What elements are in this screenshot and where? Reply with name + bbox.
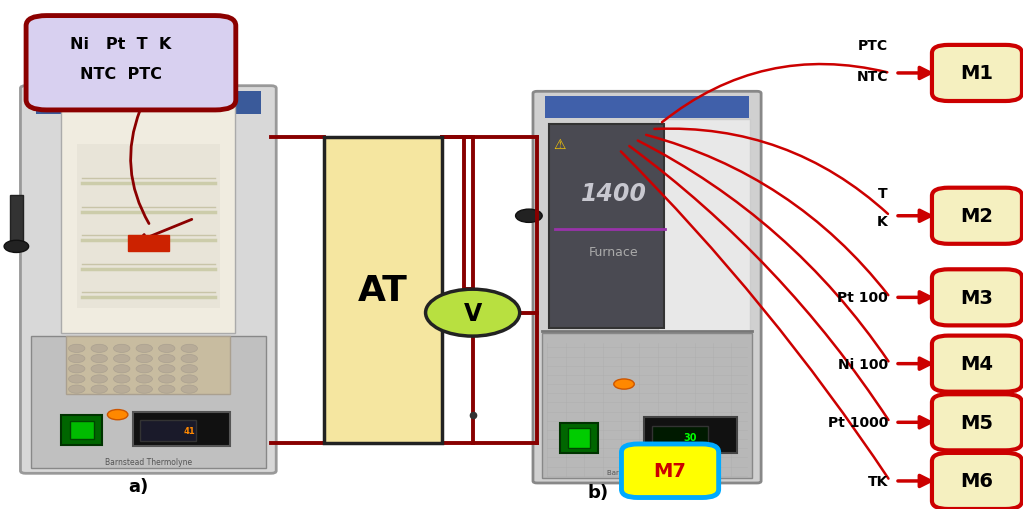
Circle shape <box>136 355 152 363</box>
Circle shape <box>69 385 85 393</box>
Bar <box>61 99 235 333</box>
FancyBboxPatch shape <box>932 188 1022 244</box>
Text: M2: M2 <box>961 207 993 226</box>
Circle shape <box>91 385 107 393</box>
Text: Ni   Pt  T  K: Ni Pt T K <box>71 37 171 52</box>
FancyBboxPatch shape <box>27 16 235 111</box>
Bar <box>542 333 752 478</box>
Bar <box>70 421 94 439</box>
FancyBboxPatch shape <box>932 270 1022 326</box>
Circle shape <box>159 345 175 353</box>
Circle shape <box>181 385 197 393</box>
Bar <box>549 125 664 328</box>
Bar <box>658 120 751 471</box>
Circle shape <box>159 355 175 363</box>
Circle shape <box>107 410 128 420</box>
Circle shape <box>114 355 130 363</box>
Circle shape <box>136 365 152 373</box>
FancyBboxPatch shape <box>20 87 276 473</box>
Bar <box>545 97 749 119</box>
Text: a): a) <box>128 477 148 495</box>
Bar <box>61 415 102 445</box>
Bar <box>140 420 196 441</box>
Circle shape <box>69 375 85 383</box>
Text: b): b) <box>588 484 609 501</box>
Text: Pt 1000: Pt 1000 <box>828 415 888 430</box>
Text: M5: M5 <box>961 413 993 432</box>
Circle shape <box>114 385 130 393</box>
Bar <box>644 417 737 453</box>
Circle shape <box>159 375 175 383</box>
FancyBboxPatch shape <box>622 444 718 498</box>
FancyBboxPatch shape <box>932 336 1022 392</box>
Text: V: V <box>463 301 482 325</box>
Circle shape <box>614 379 634 389</box>
Circle shape <box>69 365 85 373</box>
Text: NTC  PTC: NTC PTC <box>80 67 162 82</box>
Circle shape <box>136 375 152 383</box>
Text: PTC: PTC <box>858 39 888 53</box>
Circle shape <box>159 385 175 393</box>
Circle shape <box>4 241 29 253</box>
Text: AT: AT <box>358 273 408 307</box>
Circle shape <box>114 375 130 383</box>
Text: M7: M7 <box>654 461 686 480</box>
FancyBboxPatch shape <box>932 453 1022 509</box>
Circle shape <box>91 355 107 363</box>
Circle shape <box>516 210 542 223</box>
Text: T: T <box>879 186 888 201</box>
Text: M1: M1 <box>961 64 993 83</box>
Bar <box>560 423 598 453</box>
Text: ⚠: ⚠ <box>553 138 566 152</box>
Text: 30: 30 <box>683 432 698 442</box>
Circle shape <box>91 345 107 353</box>
Text: M3: M3 <box>961 288 993 307</box>
Circle shape <box>114 345 130 353</box>
Circle shape <box>91 365 107 373</box>
Circle shape <box>136 345 152 353</box>
FancyBboxPatch shape <box>324 137 442 443</box>
Bar <box>36 92 261 115</box>
Bar <box>133 412 230 446</box>
Circle shape <box>91 375 107 383</box>
Circle shape <box>181 345 197 353</box>
Text: Pt 100: Pt 100 <box>837 291 888 305</box>
Text: Furnace: Furnace <box>589 245 638 259</box>
Text: M6: M6 <box>961 471 993 491</box>
Circle shape <box>159 365 175 373</box>
FancyBboxPatch shape <box>932 46 1022 102</box>
Circle shape <box>69 345 85 353</box>
Text: Barnstead Thermolyne: Barnstead Thermolyne <box>104 457 192 466</box>
Bar <box>77 145 220 308</box>
Text: K: K <box>877 214 888 229</box>
Bar <box>652 426 708 449</box>
FancyBboxPatch shape <box>533 92 761 483</box>
Text: M4: M4 <box>961 354 993 374</box>
Bar <box>31 336 266 468</box>
Bar <box>10 196 23 247</box>
Circle shape <box>426 290 520 336</box>
Bar <box>66 336 230 394</box>
Bar <box>128 236 169 252</box>
Text: Barnstead Thermolyne: Barnstead Thermolyne <box>608 469 686 475</box>
Circle shape <box>114 365 130 373</box>
Bar <box>568 429 590 448</box>
Text: 41: 41 <box>183 426 195 435</box>
Circle shape <box>181 365 197 373</box>
Circle shape <box>181 355 197 363</box>
FancyBboxPatch shape <box>932 394 1022 450</box>
Text: Ni 100: Ni 100 <box>838 357 888 371</box>
Text: NTC: NTC <box>856 69 888 83</box>
Circle shape <box>181 375 197 383</box>
Circle shape <box>69 355 85 363</box>
Circle shape <box>136 385 152 393</box>
Text: TK: TK <box>868 474 888 488</box>
Text: 1400: 1400 <box>581 181 647 206</box>
